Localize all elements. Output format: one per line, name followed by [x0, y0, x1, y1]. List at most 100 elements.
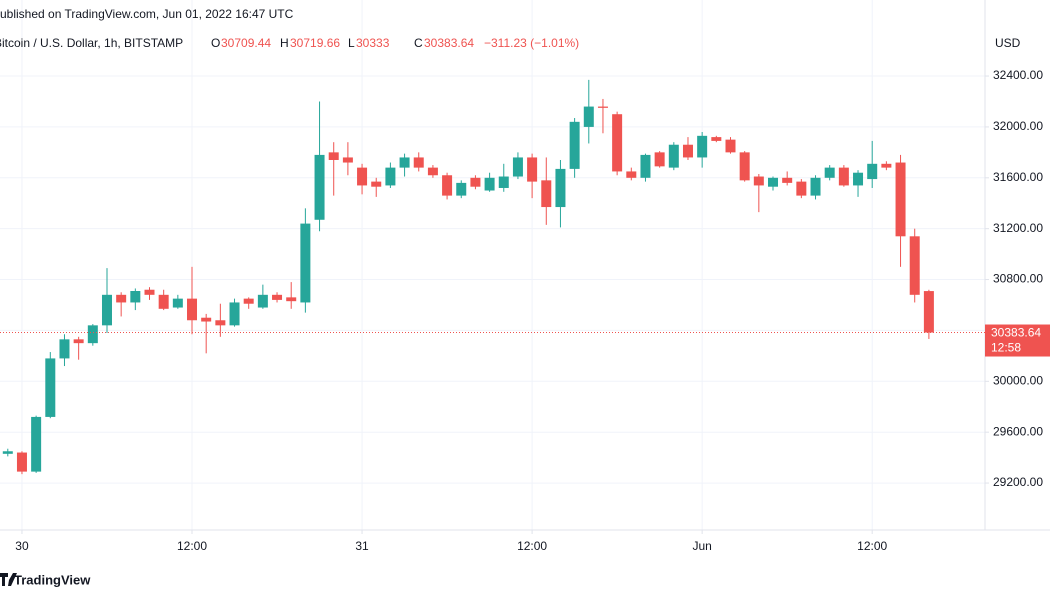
candle-body	[385, 167, 396, 186]
candle-body	[810, 177, 821, 196]
brand: TradingView	[14, 572, 91, 587]
candle-body	[413, 157, 424, 168]
candle-body	[796, 181, 807, 196]
x-tick-label: Jun	[692, 539, 711, 553]
logo: TradingView	[0, 572, 91, 587]
candle-body	[399, 157, 410, 168]
candle-body	[895, 162, 906, 237]
candle-body	[442, 175, 453, 196]
logo-mark	[0, 573, 17, 586]
candle-body	[881, 163, 892, 168]
countdown: 12:58	[991, 341, 1021, 355]
candle-body	[923, 291, 934, 333]
candle-body	[144, 289, 155, 295]
candle-body	[187, 298, 198, 321]
candle-body	[753, 176, 764, 186]
candle-body	[768, 177, 779, 187]
candle-body	[272, 294, 283, 300]
candle-body	[838, 167, 849, 186]
ohlc-letter: O	[211, 36, 220, 50]
x-tick-label: 12:00	[177, 539, 207, 553]
candle-body	[456, 182, 467, 196]
candle-body	[158, 294, 169, 309]
candle-body	[583, 106, 594, 127]
currency: USD	[995, 36, 1021, 50]
ohlc-letter: L	[348, 36, 355, 50]
candle-body	[640, 154, 651, 178]
candle-body	[229, 302, 240, 326]
candle-body	[314, 154, 325, 220]
y-tick-label: 31600.00	[993, 170, 1043, 184]
last-price-box	[985, 324, 1050, 357]
candle-body	[569, 121, 580, 169]
change: −311.23 (−1.01%)	[484, 36, 579, 50]
candle-body	[243, 298, 254, 304]
x-tick-label: 30	[15, 539, 29, 553]
candle-body	[45, 358, 56, 417]
candle-body	[626, 171, 637, 178]
candle-body	[597, 106, 608, 108]
candle-body	[867, 163, 878, 180]
candle-body	[328, 152, 339, 160]
candle-body	[2, 451, 13, 454]
candle-body	[512, 157, 523, 177]
ohlc-letter: C	[414, 36, 423, 50]
y-tick-label: 30000.00	[993, 373, 1043, 387]
candle-body	[654, 152, 665, 167]
candle-body	[739, 152, 750, 181]
candle-body	[87, 325, 98, 344]
candle-body	[909, 236, 920, 295]
candle-body	[116, 294, 127, 303]
candle-body	[342, 157, 353, 163]
candle-body	[697, 135, 708, 158]
candle-body	[711, 137, 722, 141]
candle-body	[484, 177, 495, 191]
candle-body	[215, 320, 226, 326]
x-tick-label: 12:00	[857, 539, 887, 553]
candle-body	[824, 167, 835, 178]
candle-body	[498, 176, 509, 188]
last-price-label: 30383.64	[991, 326, 1041, 340]
published-note: Published on TradingView.com, Jun 01, 20…	[0, 7, 294, 21]
ohlc-value: 30709.44	[221, 36, 271, 50]
y-tick-label: 29200.00	[993, 475, 1043, 489]
candle-body	[782, 177, 793, 183]
ohlc-value: 30333	[356, 36, 390, 50]
symbol: Bitcoin / U.S. Dollar, 1h, BITSTAMP	[0, 36, 183, 50]
y-tick-label: 32400.00	[993, 68, 1043, 82]
candle-body	[371, 181, 382, 187]
y-tick-label: 30800.00	[993, 272, 1043, 286]
candle-body	[427, 167, 438, 176]
candles	[2, 79, 934, 475]
ohlc-letter: H	[280, 36, 289, 50]
candle-body	[527, 157, 538, 182]
candle-body	[555, 168, 566, 208]
candle-body	[101, 294, 112, 326]
candle-body	[59, 339, 70, 359]
candle-body	[201, 317, 212, 322]
x-tick-label: 31	[355, 539, 369, 553]
candle-body	[357, 167, 368, 186]
ohlc-value: 30383.64	[424, 36, 474, 50]
candle-body	[31, 416, 42, 472]
candle-body	[668, 144, 679, 168]
candle-body	[257, 294, 268, 308]
candle-body	[73, 339, 84, 344]
candle-body	[682, 144, 693, 158]
candle-body	[470, 177, 481, 187]
candle-body	[130, 291, 141, 303]
candle-body	[16, 452, 27, 472]
candle-body	[725, 139, 736, 153]
candle-body	[853, 172, 864, 186]
ohlc-value: 30719.66	[290, 36, 340, 50]
y-tick-label: 32000.00	[993, 119, 1043, 133]
grid	[0, 0, 985, 530]
y-tick-label: 29600.00	[993, 424, 1043, 438]
candle-body	[286, 297, 297, 302]
candle-body	[300, 223, 311, 303]
candle-body	[541, 180, 552, 208]
candle-body	[612, 114, 623, 172]
y-tick-label: 31200.00	[993, 221, 1043, 235]
